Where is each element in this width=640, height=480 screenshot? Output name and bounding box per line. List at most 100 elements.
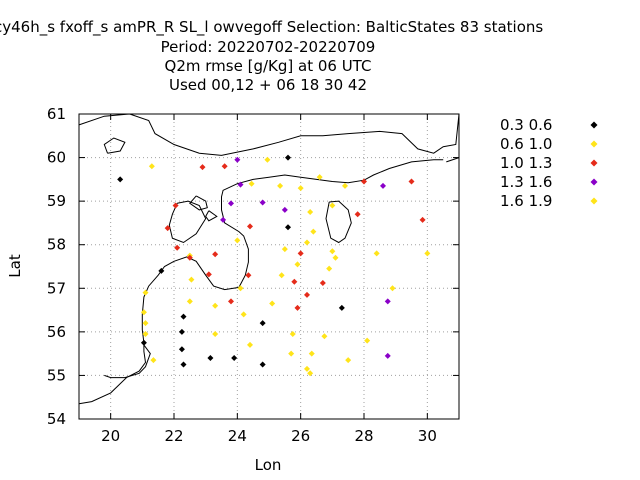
- legend-marker: [590, 178, 598, 186]
- data-point: [380, 182, 386, 189]
- y-tick-label: 56: [47, 323, 66, 341]
- x-tick-label: 30: [418, 427, 437, 445]
- data-point: [148, 163, 155, 170]
- data-point: [240, 311, 247, 318]
- coastline-segment: [78, 113, 460, 156]
- data-point: [373, 250, 380, 257]
- coastline-segment: [325, 200, 352, 244]
- coastline-segment: [103, 137, 126, 154]
- legend-label: 1.3 1.6: [500, 173, 552, 191]
- data-point: [329, 202, 336, 209]
- legend-label: 0.3 0.6: [500, 116, 552, 134]
- y-axis-label: Lat: [6, 254, 24, 278]
- title-line-4: Used 00,12 + 06 18 30 42: [169, 76, 367, 94]
- data-point: [307, 370, 314, 377]
- data-point: [297, 250, 304, 257]
- coastline-segment: [205, 210, 218, 222]
- data-point: [332, 254, 339, 261]
- data-point: [389, 285, 396, 292]
- data-point: [329, 248, 336, 255]
- coastline-segment: [446, 157, 460, 163]
- legend-label: 1.6 1.9: [500, 192, 552, 210]
- data-point: [248, 180, 255, 187]
- data-point: [117, 176, 124, 183]
- data-point: [408, 178, 415, 185]
- data-point: [285, 154, 291, 161]
- data-point: [180, 361, 187, 368]
- data-point: [174, 244, 181, 251]
- data-point: [308, 350, 315, 357]
- legend-marker: [590, 140, 598, 148]
- title-line-2: Period: 20220702-20220709: [161, 38, 376, 56]
- data-point: [142, 320, 149, 327]
- x-tick-label: 22: [164, 427, 183, 445]
- chart-title: cy46h_s fxoff_s amPR_R SL_l owvegoff Sel…: [0, 18, 543, 94]
- title-line-3: Q2m rmse [g/Kg] at 06 UTC: [165, 57, 372, 75]
- data-point: [316, 174, 323, 181]
- data-point: [354, 211, 361, 218]
- axis-ticks: 20 22 24 26 28 30 54 55 56 57 58 59 60 61: [47, 105, 459, 445]
- data-point: [237, 285, 244, 292]
- data-point: [207, 355, 214, 361]
- data-point: [259, 320, 266, 327]
- data-point: [259, 361, 266, 368]
- data-point: [212, 302, 219, 309]
- data-point: [188, 276, 195, 283]
- data-point: [304, 365, 310, 372]
- data-point: [212, 331, 219, 338]
- data-point: [234, 156, 241, 163]
- data-point: [291, 278, 298, 285]
- data-point: [221, 163, 228, 170]
- coastline-segment: [189, 195, 208, 211]
- data-point: [319, 280, 326, 287]
- data-point: [297, 185, 304, 192]
- data-point: [304, 239, 310, 246]
- data-point: [419, 216, 426, 223]
- data-point: [237, 181, 244, 188]
- data-point: [384, 298, 391, 305]
- y-tick-label: 55: [47, 366, 66, 384]
- x-tick-label: 20: [101, 427, 120, 445]
- data-point: [288, 350, 295, 357]
- data-point: [304, 291, 310, 298]
- data-point: [269, 300, 276, 307]
- legend-marker: [590, 197, 598, 205]
- data-point: [361, 178, 367, 185]
- legend-marker: [590, 121, 598, 129]
- data-point: [228, 200, 234, 207]
- data-point: [321, 333, 328, 340]
- grid: [79, 114, 459, 419]
- y-tick-label: 54: [47, 410, 66, 428]
- data-point: [220, 216, 227, 223]
- y-tick-label: 58: [47, 236, 66, 254]
- data-point: [142, 289, 149, 296]
- data-point: [172, 202, 179, 209]
- data-point: [186, 298, 193, 305]
- data-point: [140, 309, 147, 316]
- y-tick-label: 61: [47, 105, 66, 123]
- data-point: [264, 156, 271, 163]
- data-point: [199, 164, 206, 171]
- data-point: [245, 272, 252, 279]
- data-point: [326, 265, 333, 272]
- data-point: [186, 254, 193, 261]
- y-tick-label: 57: [47, 279, 66, 297]
- data-point: [310, 228, 317, 235]
- data-point: [424, 250, 431, 257]
- x-tick-label: 28: [354, 427, 373, 445]
- data-point: [140, 339, 147, 346]
- data-point: [228, 298, 234, 305]
- data-point: [212, 251, 219, 258]
- data-point: [247, 341, 253, 348]
- title-line-1: cy46h_s fxoff_s amPR_R SL_l owvegoff Sel…: [0, 18, 543, 37]
- coastline-segment: [168, 200, 207, 244]
- data-point: [142, 331, 149, 338]
- coastline-segment: [104, 342, 151, 379]
- data-point: [364, 337, 371, 344]
- data-points: [117, 154, 431, 377]
- data-point: [247, 223, 253, 230]
- data-point: [289, 331, 296, 338]
- legend-label: 1.0 1.3: [500, 154, 552, 172]
- data-point: [277, 182, 284, 189]
